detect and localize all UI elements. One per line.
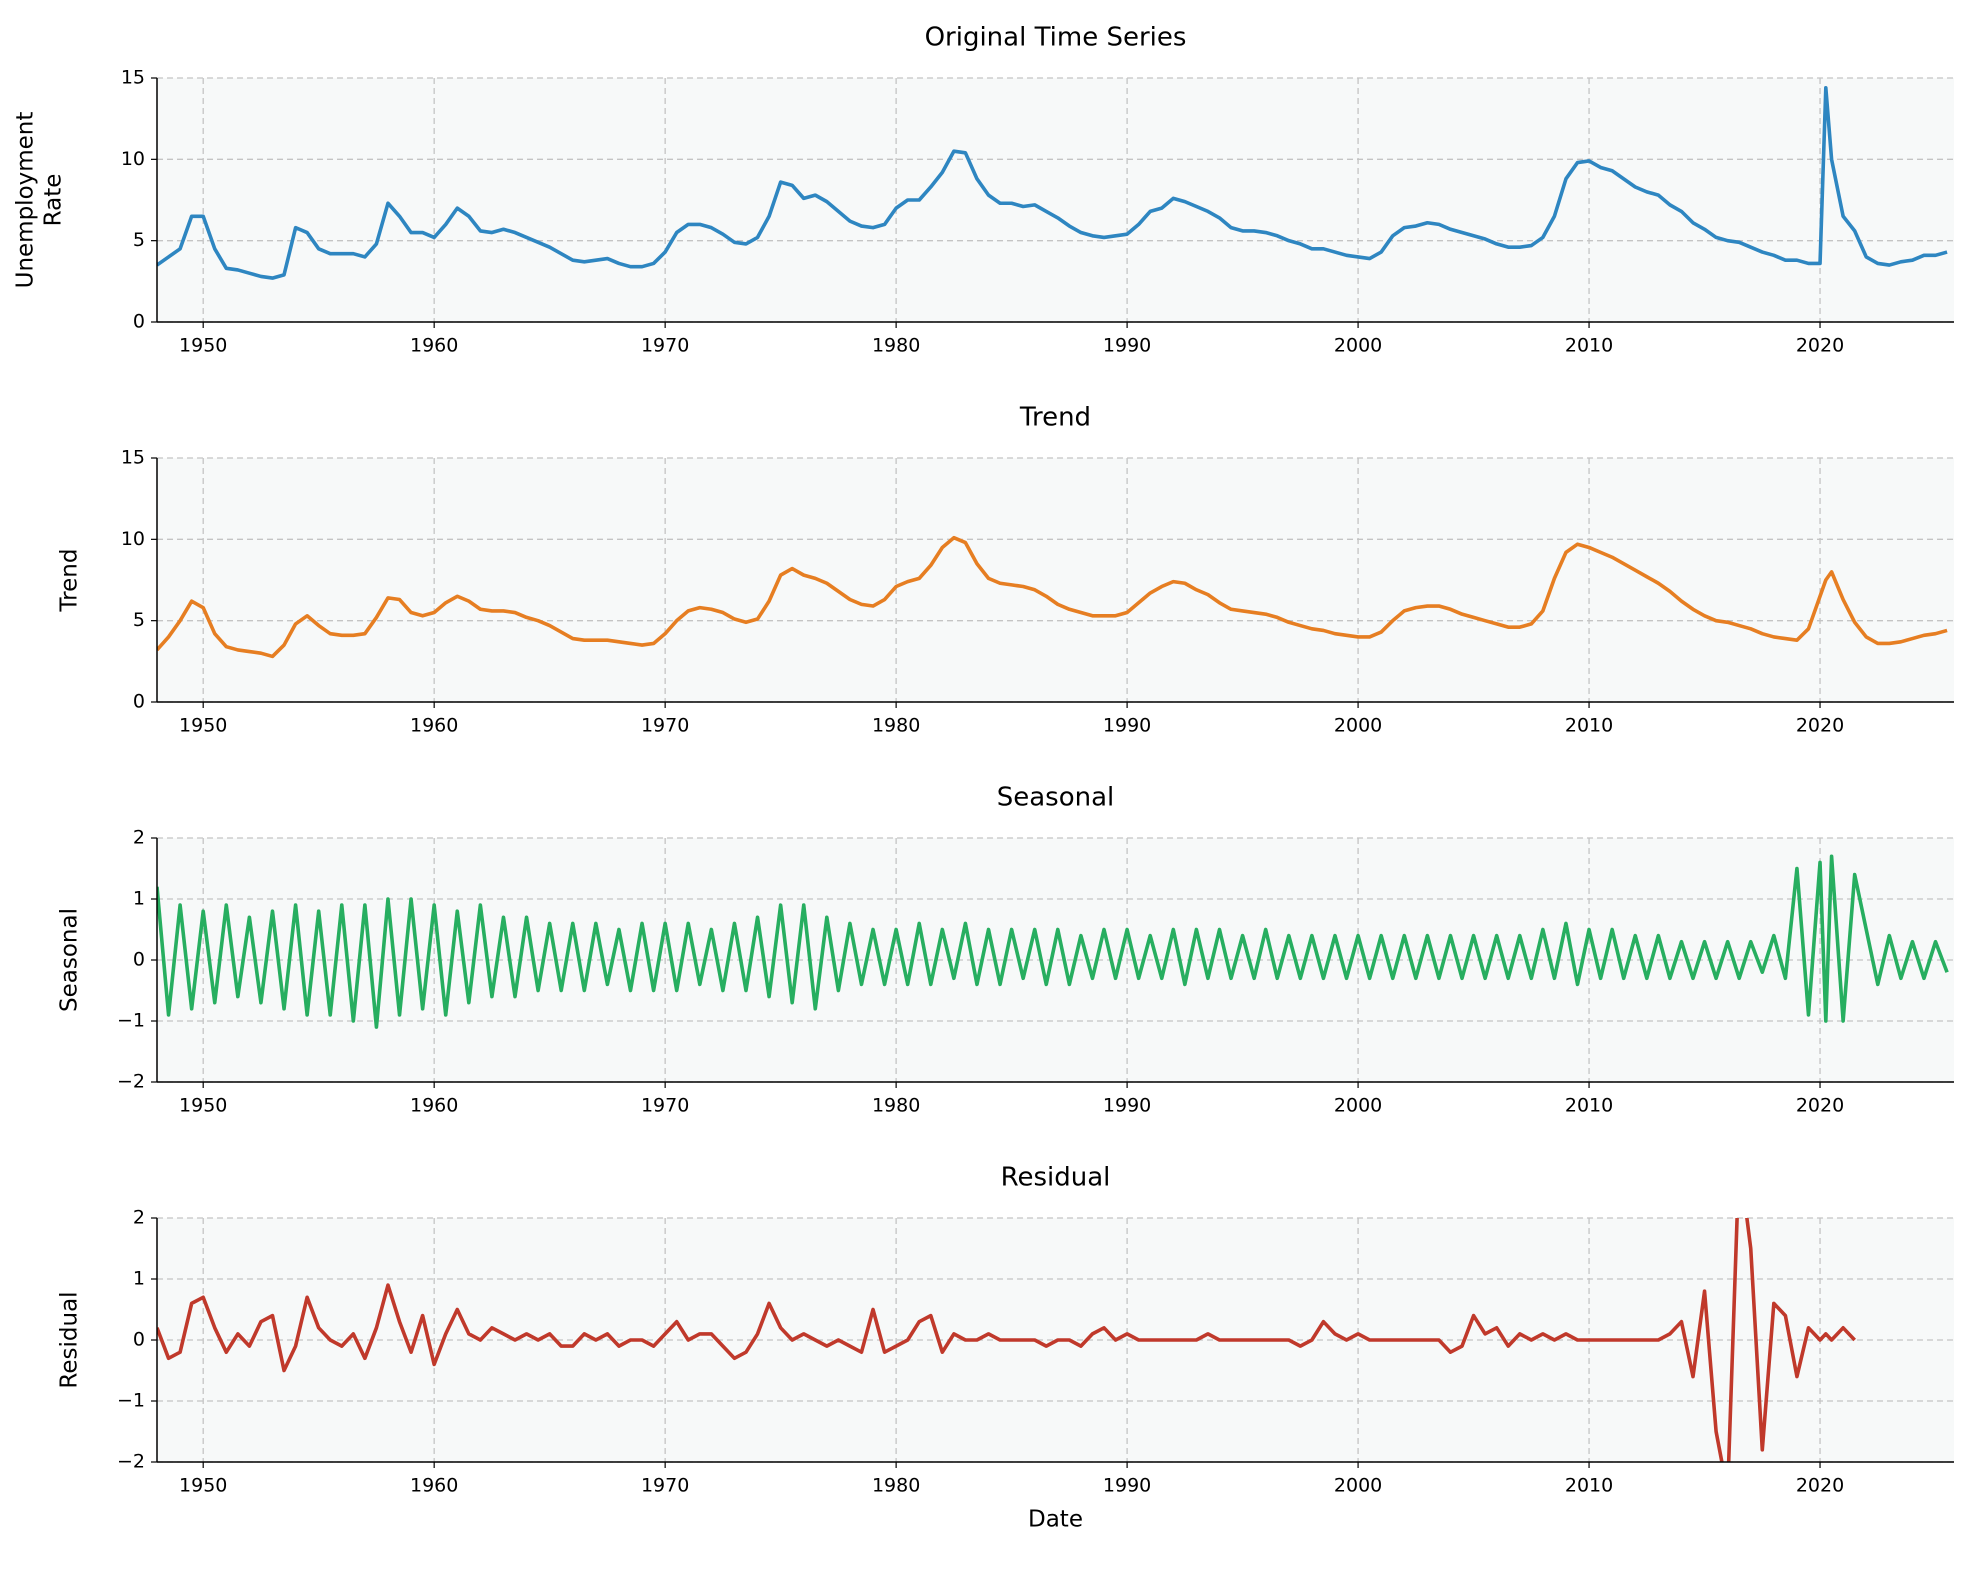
x-tick-label: 2010 xyxy=(1565,1095,1613,1117)
x-tick-label: 1950 xyxy=(179,1095,227,1117)
plot-background xyxy=(157,458,1954,702)
subplot-title: Trend xyxy=(1019,403,1091,433)
x-tick-label: 1970 xyxy=(641,1095,689,1117)
y-axis-label: Trend xyxy=(57,549,83,613)
subplot: Original Time Series Unemployment Rate 0 5 10… xyxy=(13,23,1954,357)
x-tick-label: 1950 xyxy=(179,1475,227,1497)
y-axis-label: Seasonal xyxy=(57,908,83,1012)
y-tick-label: −2 xyxy=(117,1451,145,1473)
series-line xyxy=(157,854,1949,1029)
plot-background xyxy=(157,838,1954,1082)
x-tick-label: 2000 xyxy=(1334,1475,1382,1497)
x-tick-label: 2000 xyxy=(1334,335,1382,357)
y-tick-label: 0 xyxy=(133,1329,145,1351)
series-line xyxy=(157,85,1948,280)
y-tick-label: 0 xyxy=(133,311,145,333)
x-tick-label: 2000 xyxy=(1334,715,1382,737)
x-tick-label: 1990 xyxy=(1103,1095,1151,1117)
subplot-title: Residual xyxy=(1001,1163,1111,1193)
x-tick-label: 2020 xyxy=(1796,1095,1844,1117)
y-tick-label: 1 xyxy=(133,888,145,910)
subplot-title: Original Time Series xyxy=(925,23,1187,53)
x-tick-label: 1970 xyxy=(641,335,689,357)
y-tick-label: 2 xyxy=(133,827,145,849)
subplot: Seasonal Seasonal −2 −1 0 1 2 1950 1960 1970 1980 1… xyxy=(57,783,1954,1117)
plot-background xyxy=(157,78,1954,322)
x-tick-label: 1950 xyxy=(179,715,227,737)
y-tick-label: −2 xyxy=(117,1071,145,1093)
x-tick-label: 2020 xyxy=(1796,1475,1844,1497)
y-tick-label: 15 xyxy=(121,67,145,89)
subplot: Trend Trend 0 5 10 15 1950 1960 1970 1980 1990 2000… xyxy=(57,403,1954,737)
y-tick-label: 0 xyxy=(133,949,145,971)
x-tick-label: 2010 xyxy=(1565,1475,1613,1497)
x-tick-label: 1980 xyxy=(872,1475,920,1497)
subplot: Residual Residual −2 −1 0 1 2 1950 1960 1970 1980 1… xyxy=(57,1163,1954,1533)
x-tick-label: 1960 xyxy=(410,715,458,737)
x-tick-label: 1980 xyxy=(872,715,920,737)
x-tick-label: 1980 xyxy=(872,335,920,357)
x-tick-label: 1950 xyxy=(179,335,227,357)
x-tick-label: 1980 xyxy=(872,1095,920,1117)
x-tick-label: 1960 xyxy=(410,1095,458,1117)
x-tick-label: 2020 xyxy=(1796,715,1844,737)
x-tick-label: 1960 xyxy=(410,335,458,357)
y-axis-label: Residual xyxy=(57,1291,83,1388)
x-tick-label: 2010 xyxy=(1565,715,1613,737)
y-tick-label: 10 xyxy=(121,528,145,550)
series-line xyxy=(157,1218,1856,1462)
y-tick-label: 5 xyxy=(133,229,145,251)
x-axis-label: Date xyxy=(1028,1507,1083,1533)
y-tick-label: 0 xyxy=(133,691,145,713)
x-tick-label: 1970 xyxy=(641,1475,689,1497)
x-tick-label: 2000 xyxy=(1334,1095,1382,1117)
y-tick-label: 10 xyxy=(121,148,145,170)
y-tick-label: 15 xyxy=(121,447,145,469)
y-tick-label: 1 xyxy=(133,1268,145,1290)
x-tick-label: 2010 xyxy=(1565,335,1613,357)
y-axis-label: Rate xyxy=(41,174,67,227)
x-tick-label: 1990 xyxy=(1103,1475,1151,1497)
y-tick-label: −1 xyxy=(117,1390,145,1412)
x-tick-label: 1970 xyxy=(641,715,689,737)
y-axis-label: Unemployment xyxy=(13,112,39,289)
series-line xyxy=(157,535,1948,659)
x-tick-label: 1960 xyxy=(410,1475,458,1497)
x-tick-label: 1990 xyxy=(1103,335,1151,357)
x-tick-label: 1990 xyxy=(1103,715,1151,737)
y-tick-label: −1 xyxy=(117,1010,145,1032)
y-tick-label: 5 xyxy=(133,609,145,631)
subplot-title: Seasonal xyxy=(997,783,1115,813)
y-tick-label: 2 xyxy=(133,1207,145,1229)
x-tick-label: 2020 xyxy=(1796,335,1844,357)
